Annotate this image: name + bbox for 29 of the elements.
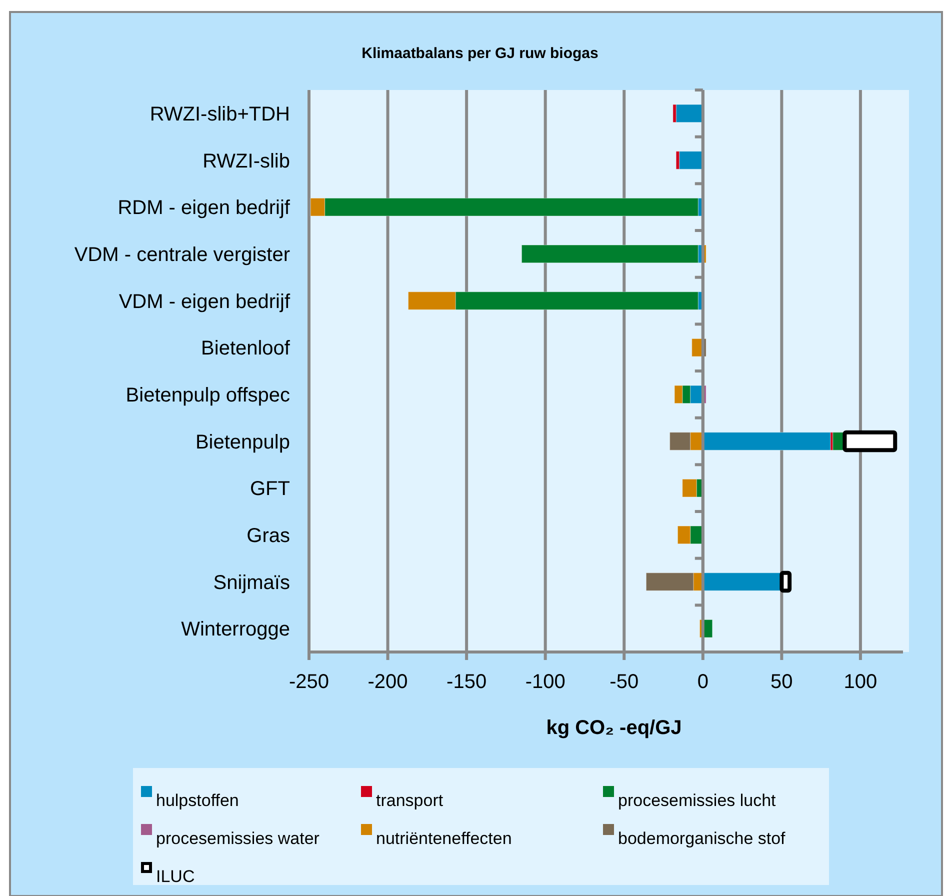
x-tick-label: -250	[288, 671, 330, 694]
y-tick-label: Bietenpulp	[195, 431, 290, 454]
legend-label: hulpstoffen	[156, 791, 239, 810]
x-tick-label: 50	[770, 671, 793, 694]
legend-label: bodemorganische stof	[618, 829, 786, 848]
y-tick-label: RDM - eigen bedrijf	[118, 197, 290, 220]
y-tick-label: VDM - eigen bedrijf	[118, 290, 290, 313]
legend-label: ILUC	[156, 867, 195, 886]
y-tick-label: Bietenpulp offspec	[126, 384, 290, 406]
legend-label: transport	[376, 791, 444, 810]
x-tick-label: -50	[610, 671, 639, 694]
chart-title: Klimaatbalans per GJ ruw biogas	[362, 45, 598, 62]
x-tick-label: -150	[446, 671, 487, 694]
y-tick-label: Gras	[246, 524, 290, 547]
x-tick-label: -100	[525, 671, 566, 694]
y-tick-label: GFT	[250, 478, 290, 500]
y-tick-label: VDM - centrale vergister	[74, 244, 290, 266]
y-tick-label: RWZI-slib	[202, 150, 290, 172]
x-tick-label: -200	[368, 671, 408, 694]
legend-label: procesemissies water	[156, 829, 320, 848]
y-tick-label: RWZI-slib+TDH	[150, 103, 290, 126]
x-axis-title: kg CO₂ -eq/GJ	[546, 717, 682, 739]
legend-label: nutriënteneffecten	[376, 829, 512, 848]
y-tick-label: Bietenloof	[201, 338, 290, 360]
x-tick-label: 100	[844, 671, 878, 694]
y-tick-label: Winterrogge	[181, 618, 290, 641]
y-tick-label: Snijmaïs	[213, 572, 290, 594]
legend-label: procesemissies lucht	[618, 791, 776, 810]
x-tick-label: 0	[697, 671, 708, 694]
